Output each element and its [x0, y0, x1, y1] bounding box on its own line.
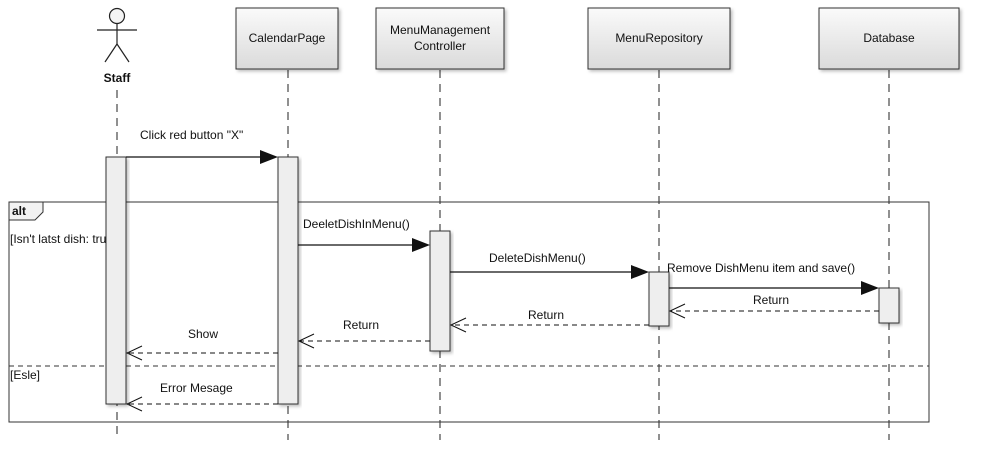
message-label: Return [528, 308, 564, 322]
message-error-mesage: Error Mesage [125, 381, 278, 412]
message-label: Return [753, 293, 789, 307]
open-arrowhead-icon [125, 396, 143, 412]
alt-fragment-tag [8, 201, 44, 221]
alt-fragment-frame [8, 201, 930, 423]
message-label: DeeletDishInMenu() [303, 217, 410, 231]
open-arrowhead-icon [125, 345, 143, 361]
activation-calendar-page [277, 156, 299, 405]
alt-operator-label: alt [12, 204, 26, 218]
message-return-controller: Return [297, 318, 430, 349]
participant-label: CalendarPage [249, 31, 326, 45]
participant-database: Database [818, 7, 960, 70]
open-arrowhead-icon [449, 317, 467, 333]
filled-arrowhead-icon [861, 281, 879, 295]
message-return-repository: Return [449, 308, 649, 333]
message-label: Show [188, 327, 218, 341]
message-label: Error Mesage [160, 381, 233, 395]
activation-staff [105, 156, 127, 405]
filled-arrowhead-icon [260, 150, 278, 164]
participant-menu-management-controller: MenuManagement Controller [375, 7, 505, 70]
message-remove-and-save: Remove DishMenu item and save() [667, 261, 879, 295]
message-label: DeleteDishMenu() [489, 251, 586, 265]
activation-repository [648, 271, 670, 327]
participant-label: Database [863, 31, 915, 45]
actor-staff: Staff [97, 7, 137, 85]
actor-head-icon [108, 7, 126, 25]
participant-calendar-page: CalendarPage [235, 7, 339, 70]
alt-fragment: alt [Isn't latst dish: true] [Esle] [8, 201, 930, 423]
alt-guard-true: [Isn't latst dish: true] [10, 232, 116, 246]
alt-guard-else: [Esle] [10, 368, 40, 382]
filled-arrowhead-icon [631, 265, 649, 279]
filled-arrowhead-icon [412, 238, 430, 252]
message-label: Return [343, 318, 379, 332]
participant-label: MenuRepository [615, 31, 702, 45]
message-show: Show [125, 327, 278, 361]
message-deleet-dish-in-menu: DeeletDishInMenu() [298, 217, 430, 252]
participant-menu-repository: MenuRepository [587, 7, 731, 70]
actor-label: Staff [104, 71, 132, 85]
message-delete-dish-menu: DeleteDishMenu() [450, 251, 649, 279]
message-label: Remove DishMenu item and save() [667, 261, 855, 275]
participant-label-line2: Controller [414, 39, 466, 53]
open-arrowhead-icon [297, 333, 315, 349]
participant-label-line1: MenuManagement [390, 23, 491, 37]
message-return-database: Return [668, 293, 879, 319]
message-label: Click red button "X" [140, 128, 243, 142]
activation-controller [429, 230, 451, 352]
activation-database [878, 287, 900, 324]
open-arrowhead-icon [668, 303, 686, 319]
message-click-red-button: Click red button "X" [126, 128, 278, 164]
